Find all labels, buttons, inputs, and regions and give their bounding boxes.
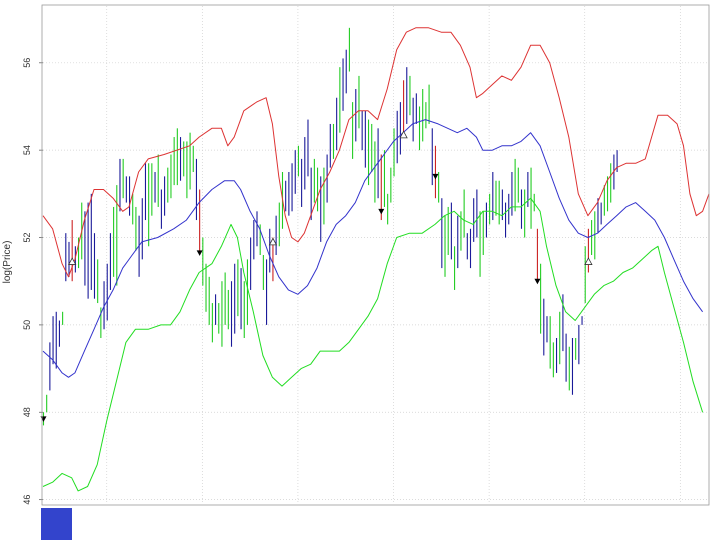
sell-signal-marker — [432, 173, 439, 180]
buy-signal-marker — [399, 130, 408, 139]
sell-signal-marker — [196, 250, 203, 256]
y-tick-label: 54 — [22, 145, 32, 155]
y-tick-label: 50 — [22, 320, 32, 330]
middle-band-line — [42, 119, 704, 378]
y-tick-label: 46 — [22, 495, 32, 505]
plot-frame — [41, 4, 710, 506]
buy-signal-marker — [584, 257, 593, 265]
band-lines — [42, 27, 710, 492]
y-tick-label: 48 — [22, 407, 32, 417]
y-tick-label: 52 — [22, 233, 32, 243]
buy-signal-marker — [268, 237, 278, 246]
sell-signal-marker — [534, 278, 541, 285]
y-axis-title: log(Price) — [2, 241, 13, 284]
buy-signal-marker — [68, 257, 77, 265]
lower-band-line — [42, 197, 704, 492]
sell-signal-marker — [378, 208, 385, 215]
y-tick-label: 56 — [22, 58, 32, 68]
signal-markers — [40, 130, 593, 422]
legend-swatch — [41, 508, 72, 540]
upper-band-line — [42, 27, 710, 278]
y-axis: 46 48 50 52 54 56 — [22, 58, 43, 505]
